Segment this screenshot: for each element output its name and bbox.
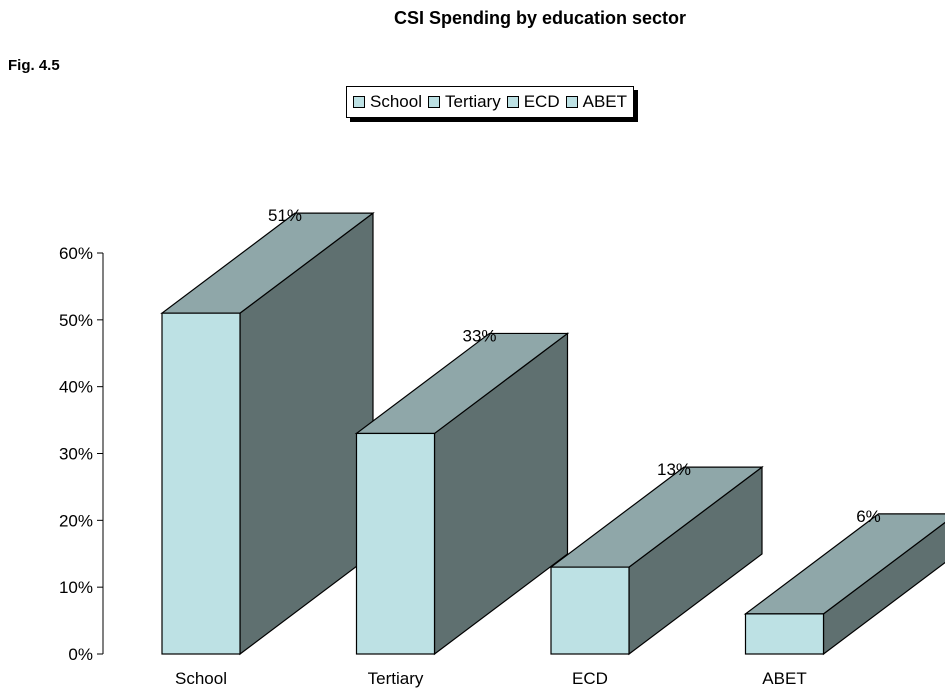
legend-label: Tertiary	[444, 92, 501, 111]
chart-title: CSI Spending by education sector	[393, 8, 687, 28]
legend-swatch	[506, 96, 519, 108]
legend-swatch	[353, 96, 365, 108]
legend-swatch	[427, 96, 440, 108]
y-tick-label: 30%	[59, 445, 93, 464]
data-label: 13%	[657, 460, 691, 479]
legend-item-abet: ABET	[565, 92, 628, 112]
y-tick-label: 50%	[59, 311, 93, 330]
y-tick-label: 10%	[59, 578, 93, 597]
legend-label: School	[370, 92, 422, 111]
x-tick-label: ECD	[572, 669, 608, 688]
y-tick-label: 0%	[68, 645, 93, 664]
y-tick-label: 20%	[59, 511, 93, 530]
legend: School Tertiary ECD ABET	[346, 86, 635, 118]
x-tick-label: ABET	[762, 669, 806, 688]
bar	[550, 566, 630, 655]
legend-label: ABET	[582, 92, 628, 111]
data-label: 6%	[856, 507, 881, 526]
x-tick-label: Tertiary	[368, 669, 424, 688]
bar	[355, 432, 436, 655]
bar	[161, 312, 241, 655]
legend-item-ecd: ECD	[506, 92, 560, 112]
y-tick-label: 60%	[59, 244, 93, 263]
legend-swatch	[565, 96, 578, 108]
figure-label: Fig. 4.5	[8, 57, 60, 74]
legend-item-school: School	[353, 92, 422, 112]
y-tick-label: 40%	[59, 378, 93, 397]
bar	[744, 613, 825, 655]
legend-item-tertiary: Tertiary	[427, 92, 501, 112]
data-label: 33%	[462, 326, 496, 345]
legend-label: ECD	[523, 92, 560, 111]
x-tick-label: School	[175, 669, 227, 688]
data-label: 51%	[268, 206, 302, 225]
